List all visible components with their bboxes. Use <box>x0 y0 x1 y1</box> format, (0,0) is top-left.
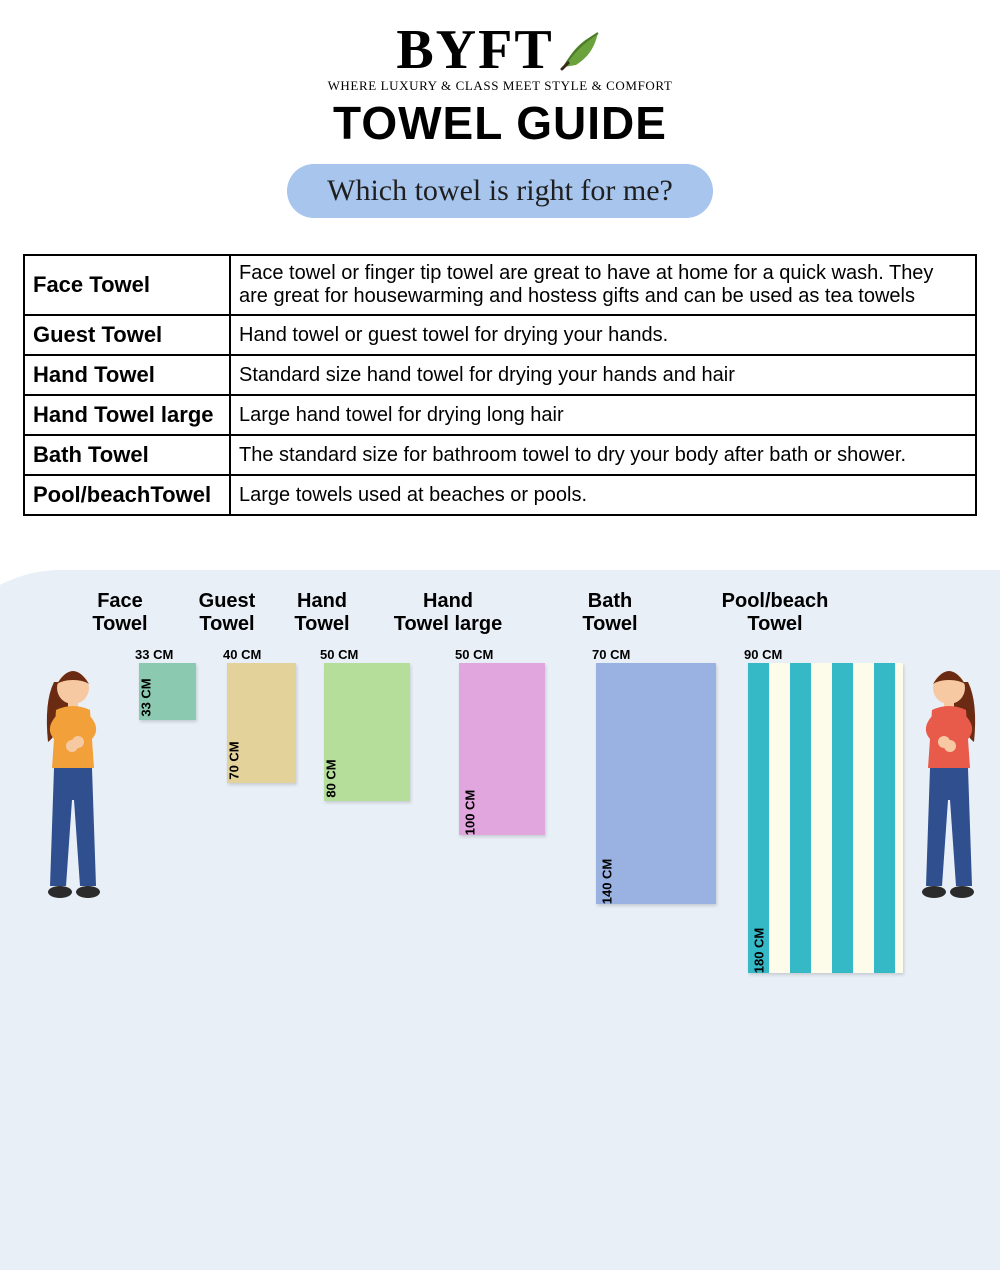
dim-height-handl: 100 CM <box>462 790 477 836</box>
dim-width-face: 33 CM <box>135 647 173 662</box>
table-key: Guest Towel <box>24 315 230 355</box>
page-title: TOWEL GUIDE <box>0 96 1000 150</box>
towel-guide-table: Face TowelFace towel or finger tip towel… <box>23 254 977 516</box>
table-value: The standard size for bathroom towel to … <box>230 435 976 475</box>
chart-label-handl: HandTowel large <box>388 590 508 636</box>
table-row: Hand TowelStandard size hand towel for d… <box>24 355 976 395</box>
dim-height-hand: 80 CM <box>324 759 339 797</box>
brand-row: BYFT <box>396 18 603 82</box>
chart-label-l1: Pool/beach <box>722 590 829 612</box>
table-value: Standard size hand towel for drying your… <box>230 355 976 395</box>
chart-label-l2: Towel <box>582 613 637 635</box>
subtitle-pill: Which towel is right for me? <box>287 164 713 218</box>
dim-height-pool: 180 CM <box>751 928 766 974</box>
chart-label-l1: Bath <box>588 590 632 612</box>
dim-height-face: 33 CM <box>139 678 154 716</box>
chart-label-pool: Pool/beachTowel <box>715 590 835 636</box>
chart-label-hand: HandTowel <box>262 590 382 636</box>
chart-label-l2: Towel <box>92 613 147 635</box>
towel-pool <box>748 663 903 973</box>
table-row: Bath TowelThe standard size for bathroom… <box>24 435 976 475</box>
table-key: Hand Towel <box>24 355 230 395</box>
table-key: Pool/beachTowel <box>24 475 230 515</box>
chart-label-l1: Hand <box>297 590 347 612</box>
dim-height-guest: 70 CM <box>227 741 242 779</box>
size-chart: FaceTowelGuestTowelHandTowelHandTowel la… <box>0 590 1000 1000</box>
brand-name: BYFT <box>396 18 553 82</box>
brand-tagline: WHERE LUXURY & CLASS MEET STYLE & COMFOR… <box>0 78 1000 94</box>
chart-label-l2: Towel large <box>394 613 503 635</box>
table-value: Face towel or finger tip towel are great… <box>230 255 976 315</box>
dim-width-handl: 50 CM <box>455 647 493 662</box>
table-key: Face Towel <box>24 255 230 315</box>
chart-label-l1: Face <box>97 590 143 612</box>
table-key: Bath Towel <box>24 435 230 475</box>
table-value: Large hand towel for drying long hair <box>230 395 976 435</box>
dim-height-bath: 140 CM <box>599 859 614 905</box>
person-right-illustration <box>904 660 994 925</box>
table-row: Face TowelFace towel or finger tip towel… <box>24 255 976 315</box>
table-row: Pool/beachTowelLarge towels used at beac… <box>24 475 976 515</box>
table-row: Hand Towel largeLarge hand towel for dry… <box>24 395 976 435</box>
chart-label-l2: Towel <box>294 613 349 635</box>
person-left-illustration <box>28 660 118 925</box>
dim-width-bath: 70 CM <box>592 647 630 662</box>
table-value: Hand towel or guest towel for drying you… <box>230 315 976 355</box>
page: BYFT WHERE LUXURY & CLASS MEET STYLE & C… <box>0 0 1000 1000</box>
dim-width-pool: 90 CM <box>744 647 782 662</box>
chart-label-l2: Towel <box>199 613 254 635</box>
dim-width-guest: 40 CM <box>223 647 261 662</box>
table-value: Large towels used at beaches or pools. <box>230 475 976 515</box>
dim-width-hand: 50 CM <box>320 647 358 662</box>
chart-label-l1: Hand <box>423 590 473 612</box>
chart-label-bath: BathTowel <box>550 590 670 636</box>
chart-label-l1: Guest <box>199 590 256 612</box>
table-row: Guest TowelHand towel or guest towel for… <box>24 315 976 355</box>
table-key: Hand Towel large <box>24 395 230 435</box>
header: BYFT WHERE LUXURY & CLASS MEET STYLE & C… <box>0 0 1000 218</box>
chart-label-face: FaceTowel <box>60 590 180 636</box>
chart-label-l2: Towel <box>747 613 802 635</box>
leaf-icon <box>558 27 604 73</box>
